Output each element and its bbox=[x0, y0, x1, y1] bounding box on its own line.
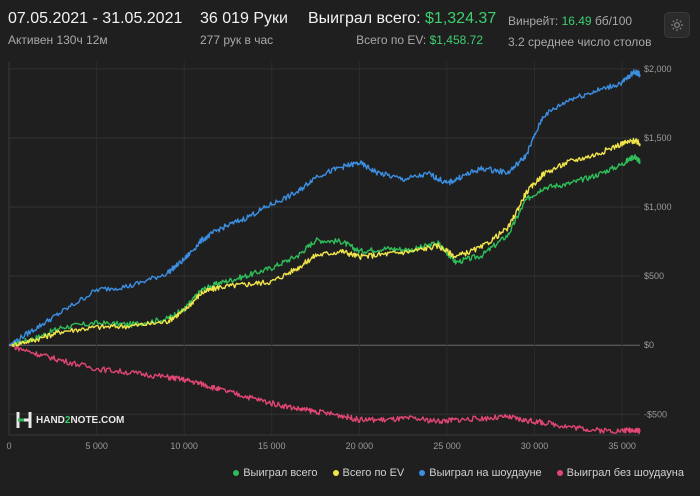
x-tick-label: 35 000 bbox=[608, 441, 636, 451]
x-tick-label: 20 000 bbox=[346, 441, 374, 451]
hands-block: 36 019 Руки 277 рук в час bbox=[200, 10, 288, 47]
legend-item[interactable]: Выиграл на шоудауне bbox=[419, 467, 542, 479]
winrate-value: 16.49 bbox=[561, 14, 592, 28]
winnings-block: Выиграл всего: $1,324.37 Всего по EV: $1… bbox=[308, 10, 496, 47]
legend-dot-icon bbox=[233, 470, 240, 476]
legend-dot-icon bbox=[332, 470, 339, 476]
winrate-unit: бб/100 bbox=[594, 14, 633, 28]
series-line-3 bbox=[8, 344, 641, 435]
hands-per-hour: 277 рук в час bbox=[200, 33, 274, 47]
legend-label: Выиграл без шоудауна bbox=[566, 467, 684, 479]
legend-item[interactable]: Выиграл без шоудауна bbox=[556, 467, 684, 479]
winrate: Винрейт: 16.49 бб/100 bbox=[508, 14, 651, 28]
logo-text-digit: 2 bbox=[64, 414, 71, 426]
x-tick-label: 0 bbox=[6, 441, 11, 451]
legend-label: Выиграл всего bbox=[243, 467, 318, 479]
gear-icon bbox=[671, 19, 683, 31]
series-line-1 bbox=[8, 137, 641, 348]
hand2note-logo-icon bbox=[16, 412, 32, 428]
logo-text-suffix: NOTE.COM bbox=[70, 414, 125, 426]
settings-button[interactable] bbox=[664, 12, 690, 38]
legend-item[interactable]: Всего по EV bbox=[332, 467, 405, 479]
chart-series bbox=[8, 68, 641, 435]
legend-label: Выиграл на шоудауне bbox=[429, 467, 542, 479]
y-tick-label: -$500 bbox=[644, 409, 667, 419]
hands-count: 36 019 Руки bbox=[200, 10, 288, 27]
series-line-0 bbox=[8, 153, 641, 347]
y-axis-labels: -$500 $0 $500 $1,000 $1,500 $2,000 bbox=[644, 64, 672, 419]
x-tick-label: 15 000 bbox=[258, 441, 286, 451]
stats-header: 07.05.2021 - 31.05.2021 Активен 130ч 12м… bbox=[0, 0, 700, 56]
x-tick-label: 25 000 bbox=[433, 441, 461, 451]
y-tick-label: $0 bbox=[644, 340, 654, 350]
winrate-block: Винрейт: 16.49 бб/100 3.2 среднее число … bbox=[508, 14, 651, 49]
legend-label: Всего по EV bbox=[342, 467, 405, 479]
won-total: Выиграл всего: $1,324.37 bbox=[308, 10, 496, 28]
x-axis-labels: 0 5 000 10 000 15 000 20 000 25 000 30 000 35 0… bbox=[6, 441, 635, 451]
won-total-value: $1,324.37 bbox=[425, 10, 497, 27]
avg-tables: 3.2 среднее число столов bbox=[508, 35, 652, 49]
y-tick-label: $500 bbox=[644, 271, 664, 281]
active-time: Активен 130ч 12м bbox=[8, 33, 108, 47]
y-tick-label: $1,500 bbox=[644, 133, 672, 143]
chart-legend: Выиграл всего Всего по EV Выиграл на шоуда… bbox=[233, 467, 684, 479]
series-line-2 bbox=[8, 68, 641, 346]
x-tick-label: 10 000 bbox=[170, 441, 198, 451]
date-range: 07.05.2021 - 31.05.2021 bbox=[8, 10, 183, 27]
legend-item[interactable]: Выиграл всего bbox=[233, 467, 318, 479]
y-tick-label: $2,000 bbox=[644, 64, 672, 74]
legend-dot-icon bbox=[419, 470, 426, 476]
y-tick-label: $1,000 bbox=[644, 202, 672, 212]
ev-label: Всего по EV: bbox=[356, 33, 427, 47]
won-total-label: Выиграл всего: bbox=[308, 10, 421, 27]
profit-chart: -$500 $0 $500 $1,000 $1,500 $2,000 0 5 000 10 0… bbox=[6, 62, 672, 451]
hand2note-logo: HAND2NOTE.COM bbox=[16, 411, 124, 429]
legend-dot-icon bbox=[556, 470, 563, 476]
winrate-label: Винрейт: bbox=[508, 14, 559, 28]
logo-text-prefix: HAND bbox=[36, 414, 65, 426]
date-block: 07.05.2021 - 31.05.2021 Активен 130ч 12м bbox=[8, 10, 182, 47]
ev-total: Всего по EV: $1,458.72 bbox=[308, 33, 483, 47]
ev-value: $1,458.72 bbox=[429, 33, 483, 47]
x-tick-label: 30 000 bbox=[521, 441, 549, 451]
chart-grid bbox=[8, 62, 640, 436]
x-tick-label: 5 000 bbox=[85, 441, 108, 451]
